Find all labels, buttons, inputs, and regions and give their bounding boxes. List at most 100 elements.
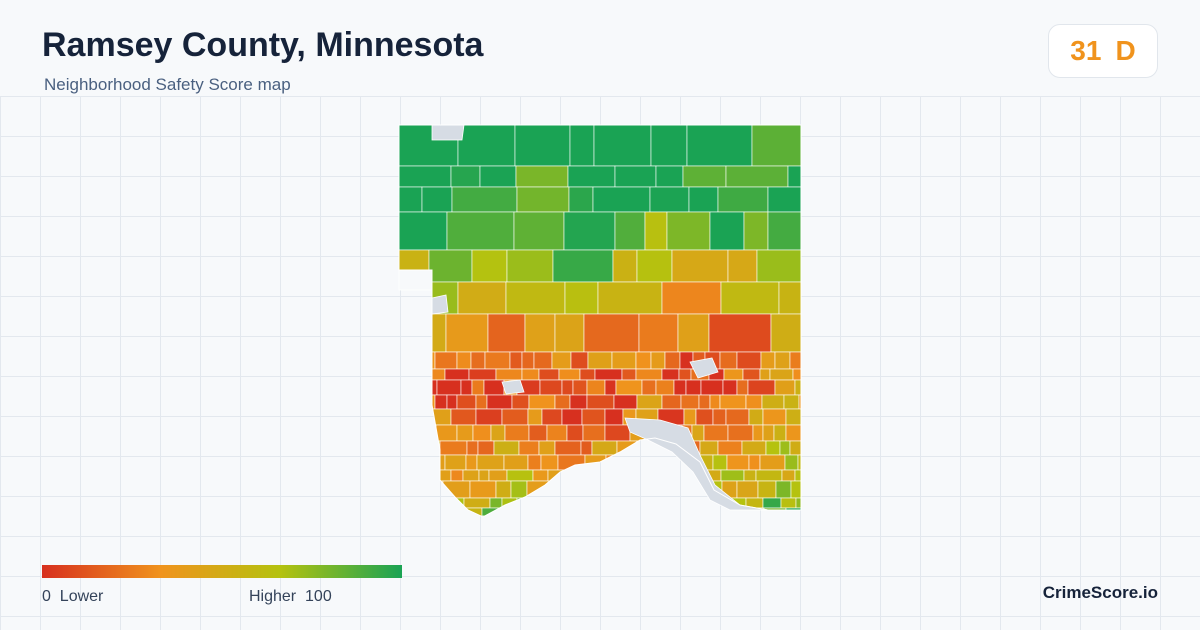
legend-min-label: Lower [59,588,104,605]
river-shape [624,417,769,511]
map-tract [653,515,667,517]
legend-max-value: 100 [305,588,332,605]
map-tract [434,394,448,410]
map-tract [409,454,423,471]
map-tract [673,379,687,396]
map-tract [563,211,616,251]
map-tract [597,281,663,315]
legend-max: Higher 100 [249,588,332,606]
map-tract [568,186,594,213]
map-tract [638,454,666,471]
map-tract [399,165,452,188]
map-tract [465,454,478,471]
map-tract [567,165,616,188]
map-tract [503,507,532,517]
map-tract [399,394,420,410]
map-tract [408,379,426,396]
lake-shape [431,294,449,315]
map-tract [785,424,801,442]
map-tract [726,454,750,471]
map-tract [564,281,599,315]
map-tract [422,368,446,381]
map-tract [495,515,510,517]
map-tract [736,351,762,370]
map-tract [719,351,738,370]
tract-layer [399,125,801,517]
map-tract [717,186,769,213]
map-tract [456,394,477,410]
map-tract [651,469,678,482]
map-tract [787,165,801,188]
map-tract [736,379,749,396]
map-tract [559,497,582,509]
map-tract [450,469,464,482]
map-tract [755,469,783,482]
map-tract [444,368,470,381]
map-tract [579,515,605,517]
map-tract [452,507,465,517]
map-tract [685,379,702,396]
map-tract [538,440,556,456]
map-tract [448,497,465,509]
map-tract [399,424,422,442]
map-tract [495,368,523,381]
map-tract [490,424,506,442]
map-tract [521,368,540,381]
map-tract [598,469,612,482]
map-tract [554,440,582,456]
map-tract [471,249,508,283]
map-tract [611,351,637,370]
map-tract [399,313,447,353]
map-tract [594,368,623,381]
map-tract [399,507,425,517]
map-tract [599,497,627,509]
map-tract [399,211,448,251]
map-tract [399,368,424,381]
map-tract [592,186,651,213]
map-tract [587,351,613,370]
map-tract [722,515,745,517]
map-tract [763,507,787,517]
map-tract [486,394,513,410]
map-tract [473,515,485,517]
map-tract [717,440,743,456]
map-tract [641,507,660,517]
map-tract [489,497,503,509]
map-tract [421,186,453,213]
map-tract [399,379,410,396]
map-tract [572,379,588,396]
map-tract [798,394,801,410]
map-tract [466,440,479,456]
map-tract [456,351,472,370]
map-tract [445,313,489,353]
map-tract [561,379,574,396]
map-tract [636,249,673,283]
map-tract [784,454,799,471]
map-tract [483,379,505,396]
map-tract [774,351,791,370]
map-tract [699,440,719,456]
map-tract [666,211,711,251]
map-tract [705,515,724,517]
map-tract [770,515,786,517]
map-tract [478,469,490,482]
map-tract [570,351,589,370]
map-tract [423,507,443,517]
map-tract [528,424,548,442]
map-tract [423,469,452,482]
map-tract [698,394,711,410]
map-tract [569,394,588,410]
map-tract [774,379,796,396]
map-tract [463,497,491,509]
map-tract [528,497,545,509]
map-tract [680,394,700,410]
map-tract [424,379,438,396]
map-tract [636,394,663,410]
map-tract [632,480,660,499]
map-tract [408,440,424,456]
map-tract [569,125,595,167]
legend-min-value: 0 [42,588,51,605]
county-boundary [398,124,802,518]
map-tract [428,497,450,509]
map-tract [664,351,681,370]
